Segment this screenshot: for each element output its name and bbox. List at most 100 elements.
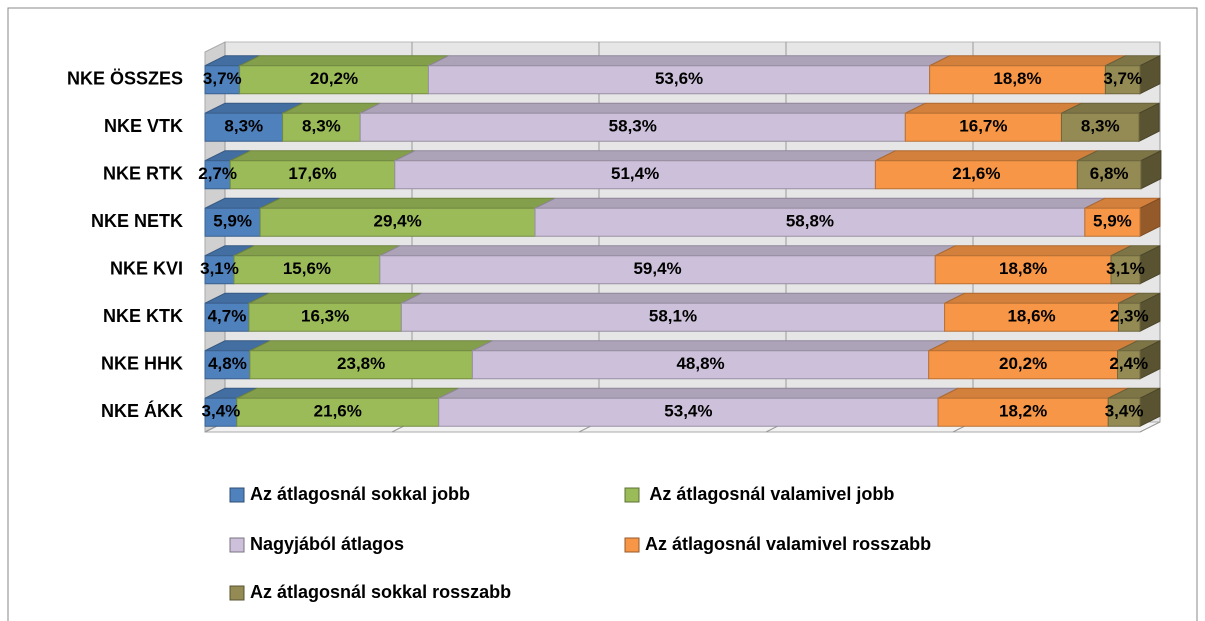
bar-row [204, 244, 1161, 285]
bar [1076, 160, 1142, 190]
bar [239, 65, 429, 95]
bar-row [204, 102, 1160, 143]
value-label: 16,7% [959, 117, 1007, 136]
bar-top [944, 292, 1139, 304]
value-label: 21,6% [952, 164, 1000, 183]
bar [1104, 65, 1141, 95]
value-label: 18,2% [999, 402, 1047, 421]
value-label: 3,1% [1106, 259, 1145, 278]
bar-top [359, 102, 926, 114]
bar-top [875, 150, 1098, 162]
bar-top [230, 150, 416, 162]
bar-top [428, 55, 950, 67]
value-label: 3,7% [1103, 69, 1142, 88]
value-label: 3,1% [200, 259, 239, 278]
value-label: 58,3% [609, 117, 657, 136]
legend-label: Az átlagosnál sokkal jobb [250, 484, 470, 504]
bar [904, 112, 1062, 142]
legend-label: Az átlagosnál valamivel rosszabb [645, 534, 931, 554]
bar-top [937, 387, 1129, 399]
value-label: 2,7% [198, 164, 237, 183]
category-label: NKE ÁKK [101, 400, 183, 421]
bar [204, 302, 250, 332]
bar [1107, 397, 1141, 427]
legend-label: Az átlagosnál sokkal rosszabb [250, 582, 511, 602]
value-label: 21,6% [314, 402, 362, 421]
bar-row [204, 339, 1161, 380]
bar [874, 160, 1078, 190]
bar [1117, 302, 1141, 332]
value-label: 17,6% [288, 164, 336, 183]
value-label: 15,6% [283, 259, 331, 278]
bar-top [929, 55, 1126, 67]
category-label: NKE NETK [91, 211, 183, 231]
value-label: 23,8% [337, 354, 385, 373]
value-label: 59,4% [633, 259, 681, 278]
bar [1084, 207, 1141, 237]
value-label: 8,3% [1081, 117, 1120, 136]
bar [204, 65, 241, 95]
value-label: 2,3% [1110, 307, 1149, 326]
value-label: 8,3% [302, 117, 341, 136]
legend-swatch [229, 537, 245, 553]
bar [1117, 350, 1141, 380]
bar [233, 255, 381, 285]
value-label: 20,2% [999, 354, 1047, 373]
bar [204, 350, 251, 380]
category-label: NKE VTK [104, 116, 183, 136]
bar-top [394, 150, 896, 162]
value-label: 48,8% [676, 354, 724, 373]
bar-top [239, 55, 449, 67]
bar-row [204, 197, 1161, 238]
bar [400, 302, 946, 332]
legend-label: Nagyjából átlagos [250, 534, 404, 554]
bar [944, 302, 1119, 332]
category-label: NKE ÖSSZES [67, 69, 183, 89]
legend-swatch [229, 585, 245, 601]
value-label: 3,4% [1105, 402, 1144, 421]
bar-top [233, 245, 401, 257]
bar-row [204, 292, 1161, 333]
bar [928, 350, 1119, 380]
frame [7, 7, 1198, 621]
bar-top [236, 387, 459, 399]
legend-label: Az átlagosnál valamivel jobb [645, 484, 894, 504]
bar [1060, 112, 1140, 142]
value-label: 18,8% [993, 69, 1041, 88]
value-label: 29,4% [374, 212, 422, 231]
category-label: NKE HHK [101, 354, 183, 374]
value-label: 58,1% [649, 307, 697, 326]
value-label: 20,2% [310, 69, 358, 88]
category-label: NKE KTK [103, 306, 183, 326]
bar [282, 112, 361, 142]
bar [471, 350, 930, 380]
bar [427, 65, 931, 95]
bar-top [248, 292, 422, 304]
value-label: 51,4% [611, 164, 659, 183]
bar-top [438, 387, 959, 399]
bar [929, 65, 1106, 95]
legend-swatch [229, 487, 245, 503]
bar-top [935, 245, 1132, 257]
value-label: 8,3% [224, 117, 263, 136]
value-label: 5,9% [213, 212, 252, 231]
bar-top [379, 245, 956, 257]
value-label: 5,9% [1093, 212, 1132, 231]
bar [534, 207, 1086, 237]
bar-row [204, 387, 1161, 428]
bar [249, 350, 473, 380]
value-label: 3,4% [202, 402, 241, 421]
bar-top [534, 197, 1106, 209]
value-label: 2,4% [1109, 354, 1148, 373]
bar-top [905, 102, 1082, 114]
bar-top [249, 340, 493, 352]
category-label: NKE KVI [110, 259, 183, 279]
value-label: 6,8% [1090, 164, 1129, 183]
bar-row [204, 54, 1161, 95]
bar-row [204, 149, 1162, 190]
bar [394, 160, 876, 190]
legend-swatch [624, 487, 640, 503]
category-label: NKE RTK [103, 164, 183, 184]
value-label: 4,8% [208, 354, 247, 373]
